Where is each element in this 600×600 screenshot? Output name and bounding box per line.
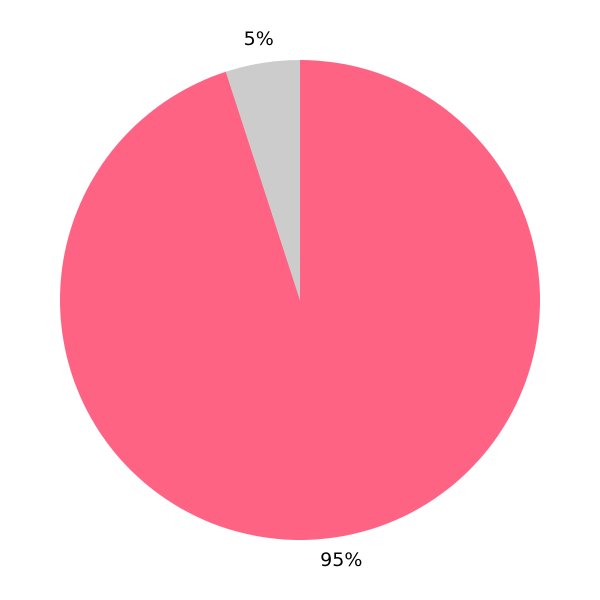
slice-label: 5% bbox=[244, 28, 274, 50]
pie-slice bbox=[60, 60, 541, 540]
pie-slice bbox=[225, 60, 300, 300]
slice-label: 95% bbox=[320, 549, 362, 571]
